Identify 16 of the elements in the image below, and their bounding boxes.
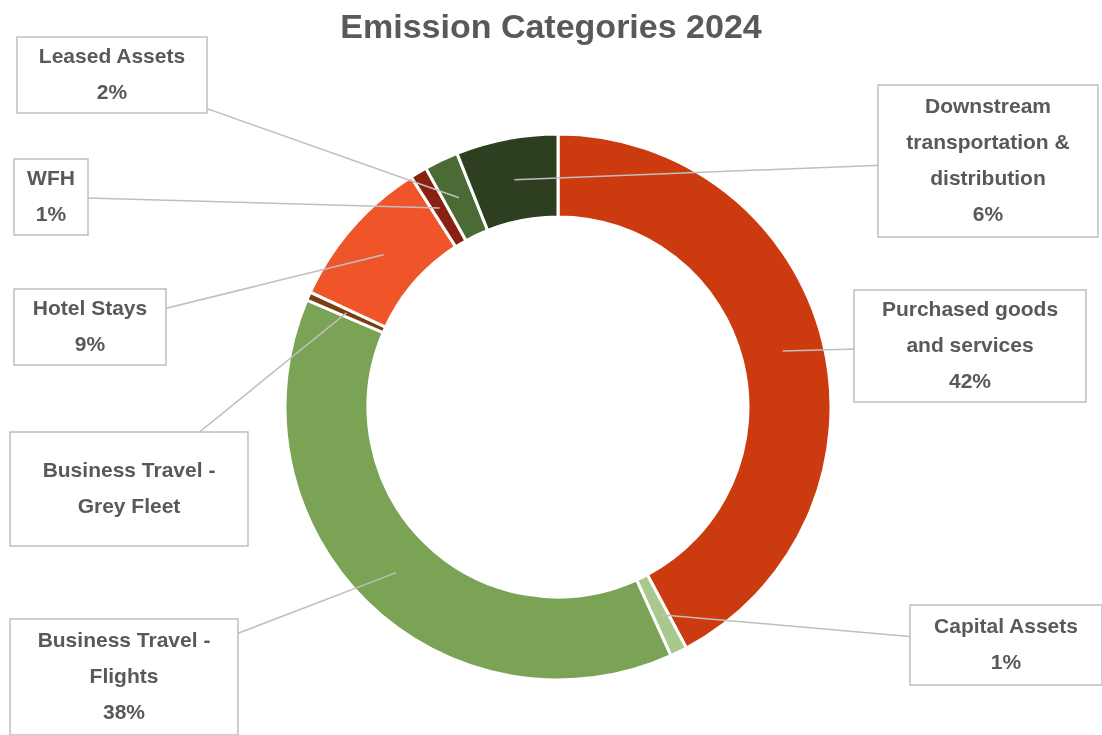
data-label: 9% [74,332,106,355]
slice-label: Capital Assets [934,614,1078,637]
chart-title: Emission Categories 2024 [340,7,762,45]
data-label: 1% [990,650,1022,673]
data-label: 38% [102,700,146,723]
slice-label: Business Travel - Grey Fleet [42,458,216,517]
slice-label: Hotel Stays [32,296,148,319]
data-label: 1% [35,202,67,225]
slice-label: WFH [27,166,75,189]
slice-label: Business Travel - Flights [37,628,211,687]
data-label: 6% [972,202,1004,225]
slice-label: Purchased goods and services [881,297,1059,356]
data-label: 42% [948,369,992,392]
slice-label: Leased Assets [38,44,186,67]
data-label: 2% [96,80,128,103]
slice-label: Downstream transportation & distribution [906,94,1070,189]
